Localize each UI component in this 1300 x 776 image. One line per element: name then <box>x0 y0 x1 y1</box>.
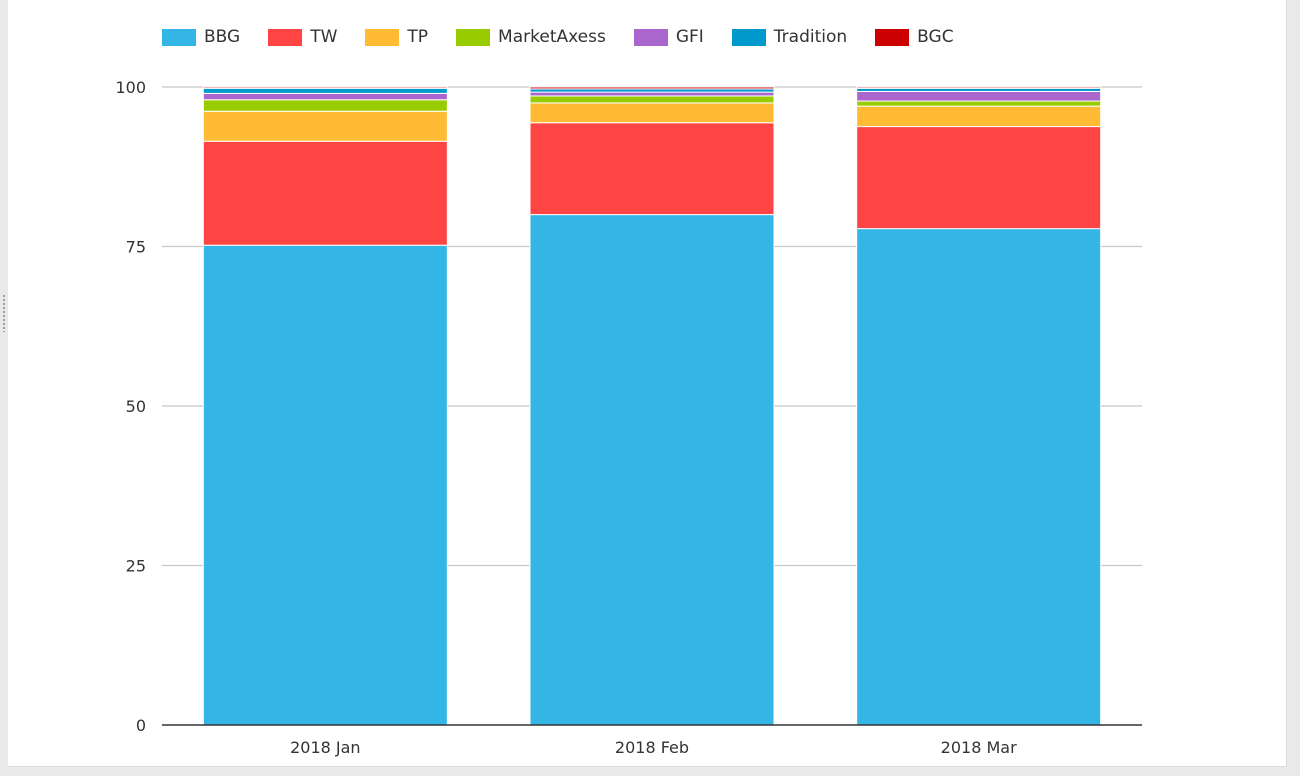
bar-segment-tw-3[interactable] <box>856 126 1102 230</box>
legend-item-bbg[interactable]: BBG <box>162 27 240 47</box>
bar-segment-tp-2[interactable] <box>529 102 775 124</box>
legend-label: Tradition <box>773 27 848 47</box>
chart-legend: BBG TW TP MarketAxess GFI Tradition BGC <box>162 25 982 49</box>
bar-segment-gfi-1[interactable] <box>202 92 448 101</box>
legend-label: BBG <box>204 27 241 47</box>
legend-item-gfi[interactable]: GFI <box>633 27 704 47</box>
bar-segment-bgc-1[interactable] <box>202 86 448 89</box>
resize-handle[interactable] <box>2 294 6 332</box>
legend-label: TP <box>407 27 429 47</box>
legend-label: GFI <box>675 27 704 47</box>
bar-segment-tradition-1[interactable] <box>202 87 448 94</box>
x-tick-label: 2018 Mar <box>941 738 1017 757</box>
bar-segment-marketaxess-1[interactable] <box>202 99 448 112</box>
legend-item-tradition[interactable]: Tradition <box>731 27 848 47</box>
legend-label: MarketAxess <box>498 27 606 47</box>
bar-segment-marketaxess-2[interactable] <box>529 95 775 104</box>
legend-swatch <box>456 28 491 46</box>
legend-swatch <box>268 28 303 46</box>
bar-segment-tw-1[interactable] <box>202 140 448 246</box>
bar-segment-tp-3[interactable] <box>856 105 1102 128</box>
bar-segment-gfi-3[interactable] <box>856 90 1102 102</box>
x-tick-label: 2018 Jan <box>290 738 360 757</box>
bar-segment-bbg-2[interactable] <box>529 214 775 726</box>
y-tick-label: 50 <box>126 397 146 416</box>
legend-label: TW <box>310 27 338 47</box>
legend-item-bgc[interactable]: BGC <box>875 27 954 47</box>
legend-swatch <box>731 28 766 46</box>
legend-item-marketaxess[interactable]: MarketAxess <box>456 27 606 47</box>
legend-swatch <box>633 28 668 46</box>
bar-segment-gfi-2[interactable] <box>529 91 775 97</box>
bar-segment-tw-2[interactable] <box>529 122 775 216</box>
bar-segment-bgc-3[interactable] <box>856 86 1102 89</box>
legend-item-tp[interactable]: TP <box>365 27 428 47</box>
legend-swatch <box>365 28 400 46</box>
y-tick-label: 25 <box>126 557 146 576</box>
legend-label: BGC <box>917 27 954 47</box>
bar-segment-bbg-3[interactable] <box>856 228 1102 726</box>
y-tick-label: 100 <box>115 78 146 97</box>
bar-segment-bbg-1[interactable] <box>202 244 448 726</box>
legend-swatch <box>162 28 196 46</box>
legend-item-tw[interactable]: TW <box>268 27 337 47</box>
x-tick-label: 2018 Feb <box>615 738 689 757</box>
y-tick-label: 75 <box>126 238 146 257</box>
bar-segment-marketaxess-3[interactable] <box>856 100 1102 107</box>
y-tick-label: 0 <box>136 716 146 735</box>
legend-swatch <box>875 28 910 46</box>
bar-segment-bgc-2[interactable] <box>529 86 775 90</box>
bar-segment-tp-1[interactable] <box>202 110 448 142</box>
